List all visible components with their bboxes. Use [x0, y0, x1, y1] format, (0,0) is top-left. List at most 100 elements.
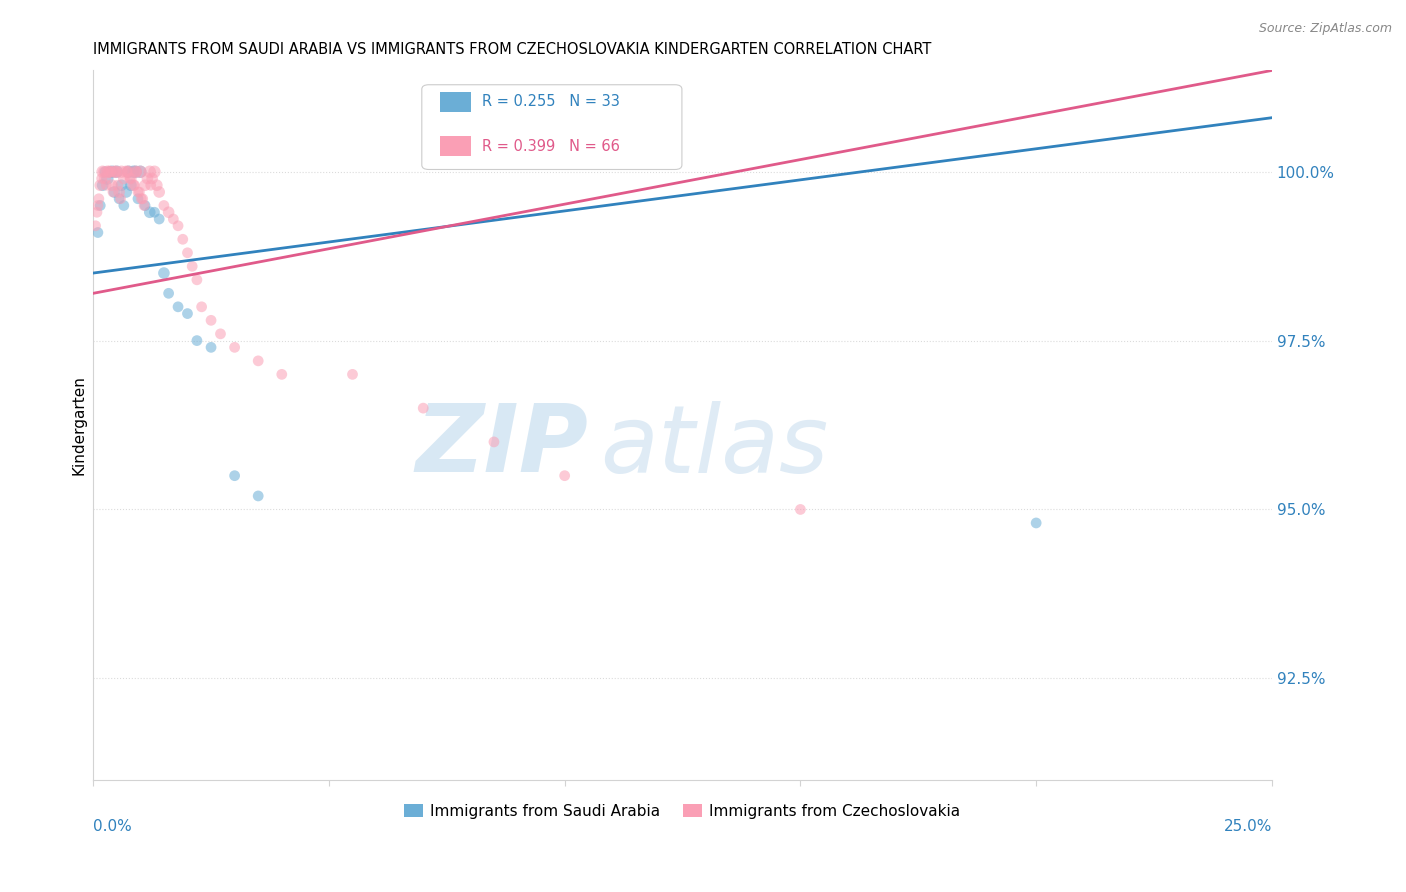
Point — [789, 502, 811, 516]
Point — [157, 286, 180, 301]
Point — [153, 266, 176, 280]
Point — [96, 165, 118, 179]
Point — [131, 192, 153, 206]
Text: R = 0.399   N = 66: R = 0.399 N = 66 — [482, 139, 620, 153]
Point — [134, 178, 156, 193]
Point — [91, 165, 114, 179]
Point — [112, 198, 135, 212]
Point — [115, 185, 138, 199]
Point — [127, 185, 149, 199]
Point — [115, 165, 138, 179]
Point — [84, 219, 107, 233]
Point — [128, 185, 150, 199]
Point — [97, 165, 120, 179]
Point — [87, 226, 110, 240]
Point — [176, 307, 198, 321]
Point — [167, 300, 190, 314]
Point — [270, 368, 292, 382]
Point — [129, 192, 152, 206]
Point — [98, 165, 121, 179]
Legend: Immigrants from Saudi Arabia, Immigrants from Czechoslovakia: Immigrants from Saudi Arabia, Immigrants… — [398, 798, 967, 825]
Point — [122, 178, 145, 193]
Point — [129, 165, 152, 179]
Point — [91, 178, 114, 193]
Point — [101, 165, 124, 179]
Point — [115, 165, 138, 179]
Point — [120, 178, 142, 193]
Point — [600, 151, 623, 165]
Point — [186, 334, 208, 348]
Point — [112, 171, 135, 186]
Point — [146, 178, 169, 193]
Point — [200, 313, 222, 327]
Point — [104, 165, 127, 179]
Point — [224, 468, 246, 483]
Text: 0.0%: 0.0% — [93, 819, 132, 834]
Point — [103, 165, 125, 179]
Point — [148, 185, 170, 199]
Point — [110, 165, 132, 179]
Point — [134, 198, 156, 212]
Point — [110, 178, 132, 193]
Point — [94, 165, 117, 179]
Point — [157, 205, 180, 219]
Point — [342, 368, 364, 382]
Point — [96, 171, 118, 186]
Point — [148, 212, 170, 227]
Point — [172, 232, 194, 246]
Point — [1025, 516, 1047, 530]
Point — [108, 192, 131, 206]
Point — [89, 198, 111, 212]
Point — [127, 192, 149, 206]
Point — [94, 171, 117, 186]
Point — [153, 198, 176, 212]
Point — [200, 340, 222, 354]
Point — [89, 178, 111, 193]
Point — [124, 178, 146, 193]
Point — [96, 178, 118, 193]
Point — [129, 165, 152, 179]
Point — [101, 178, 124, 193]
Point — [224, 340, 246, 354]
Point — [190, 300, 212, 314]
Text: atlas: atlas — [600, 401, 828, 491]
Point — [181, 260, 204, 274]
Point — [108, 185, 131, 199]
Point — [105, 165, 128, 179]
Point — [101, 185, 124, 199]
Point — [162, 212, 184, 227]
Point — [143, 205, 166, 219]
Point — [209, 326, 232, 341]
Point — [124, 165, 146, 179]
Point — [120, 171, 142, 186]
Point — [132, 198, 155, 212]
Point — [124, 165, 146, 179]
Point — [167, 219, 190, 233]
Point — [141, 171, 163, 186]
Point — [103, 185, 125, 199]
Point — [176, 245, 198, 260]
Point — [186, 273, 208, 287]
Point — [136, 171, 159, 186]
Point — [122, 165, 145, 179]
Point — [90, 171, 112, 186]
Point — [107, 178, 129, 193]
Point — [139, 205, 162, 219]
Point — [100, 165, 122, 179]
Point — [87, 198, 110, 212]
Point — [143, 165, 166, 179]
Point — [118, 171, 141, 186]
Text: 25.0%: 25.0% — [1223, 819, 1272, 834]
Point — [247, 489, 270, 503]
Point — [482, 434, 505, 449]
Point — [125, 165, 148, 179]
Point — [139, 178, 162, 193]
Text: ZIP: ZIP — [415, 401, 588, 492]
Point — [117, 165, 139, 179]
Y-axis label: Kindergarten: Kindergarten — [72, 376, 86, 475]
Point — [554, 468, 576, 483]
Point — [117, 165, 139, 179]
Point — [98, 165, 121, 179]
Point — [110, 192, 132, 206]
Point — [412, 401, 434, 416]
